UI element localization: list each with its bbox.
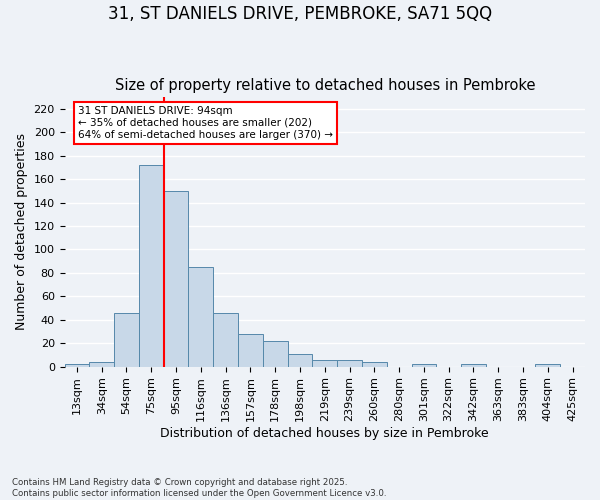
Bar xyxy=(461,364,486,366)
Bar xyxy=(139,165,164,366)
Bar xyxy=(238,334,263,366)
Bar xyxy=(213,313,238,366)
Bar xyxy=(287,354,313,366)
Text: 31 ST DANIELS DRIVE: 94sqm
← 35% of detached houses are smaller (202)
64% of sem: 31 ST DANIELS DRIVE: 94sqm ← 35% of deta… xyxy=(78,106,333,140)
Bar xyxy=(535,364,560,366)
Bar xyxy=(337,360,362,366)
Text: 31, ST DANIELS DRIVE, PEMBROKE, SA71 5QQ: 31, ST DANIELS DRIVE, PEMBROKE, SA71 5QQ xyxy=(108,5,492,23)
Bar xyxy=(65,364,89,366)
Bar xyxy=(164,191,188,366)
X-axis label: Distribution of detached houses by size in Pembroke: Distribution of detached houses by size … xyxy=(160,427,489,440)
Bar xyxy=(114,313,139,366)
Y-axis label: Number of detached properties: Number of detached properties xyxy=(15,134,28,330)
Bar xyxy=(263,341,287,366)
Bar xyxy=(412,364,436,366)
Bar xyxy=(362,362,387,366)
Bar xyxy=(313,360,337,366)
Bar xyxy=(89,362,114,366)
Text: Contains HM Land Registry data © Crown copyright and database right 2025.
Contai: Contains HM Land Registry data © Crown c… xyxy=(12,478,386,498)
Title: Size of property relative to detached houses in Pembroke: Size of property relative to detached ho… xyxy=(115,78,535,93)
Bar xyxy=(188,267,213,366)
